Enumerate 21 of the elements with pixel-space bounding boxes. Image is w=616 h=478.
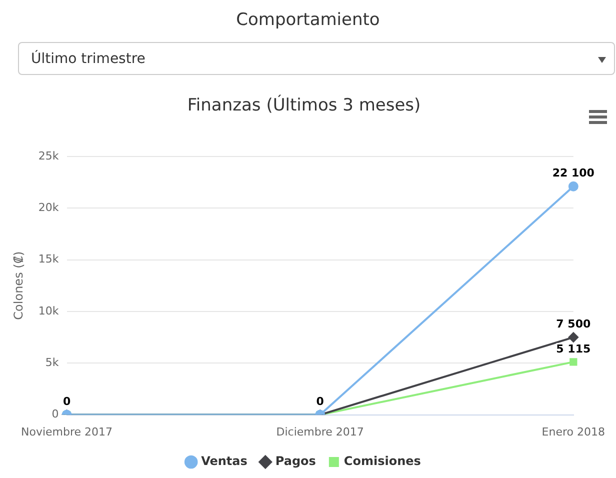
y-tick-label: 25k bbox=[38, 149, 60, 162]
x-tick-label: Noviembre 2017 bbox=[21, 425, 113, 438]
x-tick-label: Diciembre 2017 bbox=[276, 425, 364, 438]
legend-label: Ventas bbox=[201, 454, 248, 468]
y-tick-label: 0 bbox=[52, 408, 59, 421]
data-label: 0 bbox=[316, 395, 324, 408]
x-tick-label: Enero 2018 bbox=[542, 425, 606, 438]
legend-label: Comisiones bbox=[344, 454, 421, 468]
data-label: 0 bbox=[62, 395, 71, 408]
y-axis-title: Colones (₡) bbox=[11, 251, 26, 320]
text: Comportamiento bbox=[235, 10, 381, 30]
data-label: 7 500 bbox=[556, 318, 591, 331]
data-label: 5 115 bbox=[556, 342, 591, 356]
legend-label: Pagos bbox=[275, 454, 316, 468]
y-tick-label: 15k bbox=[38, 252, 60, 266]
y-tick-label: 20k bbox=[38, 200, 60, 214]
chart-title: Finanzas (Últimos 3 meses) bbox=[187, 94, 421, 116]
data-label: 22 100 bbox=[552, 166, 595, 180]
text: Último trimestre bbox=[18, 42, 615, 75]
y-tick-label: 10k bbox=[38, 304, 60, 318]
y-tick-label: 5k bbox=[45, 356, 60, 369]
